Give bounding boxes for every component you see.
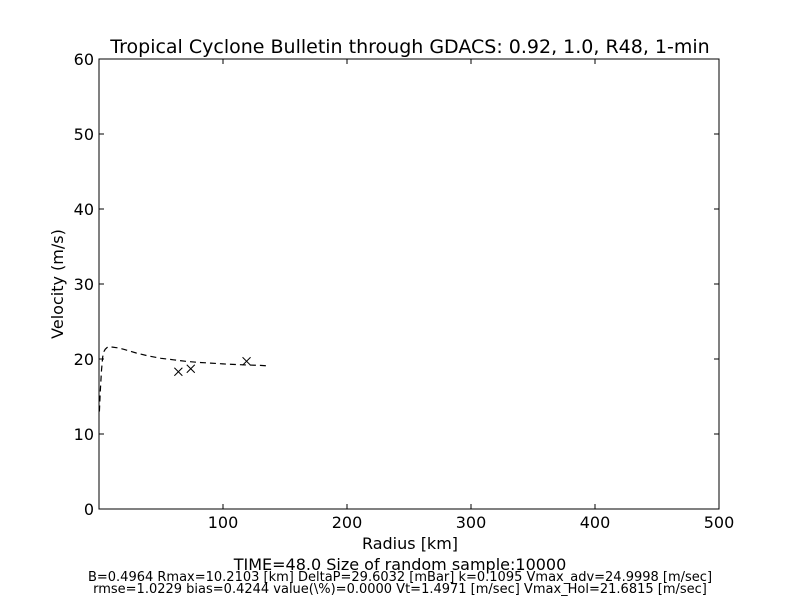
tick-labels: 100 200 300 400 500 0 10 20 30 40 50 60 (74, 50, 735, 532)
x-tick-label-1: 200 (332, 513, 363, 532)
y-tick-label-0: 0 (84, 500, 94, 519)
footer-time-sample: TIME=48.0 Size of random sample:10000 (233, 555, 567, 574)
series-1-point-0 (174, 367, 183, 377)
chart-title: Tropical Cyclone Bulletin through GDACS:… (109, 36, 709, 58)
footer-parameters-line1: B=0.4964 Rmax=10.2103 [km] DeltaP=29.603… (87, 570, 713, 585)
y-tick-label-1: 10 (74, 425, 94, 444)
x-tick-label-2: 300 (456, 513, 487, 532)
series-0-line (98, 346, 267, 412)
x-axis-label: Radius [km] (362, 534, 458, 553)
y-tick-label-2: 20 (74, 350, 94, 369)
footer-parameters-line2: rmse=1.0229 bias=0.4244 value(\%)=0.0000… (93, 582, 707, 597)
series-1-point-2 (242, 356, 251, 366)
x-tick-label-4: 500 (704, 513, 735, 532)
y-tick-label-3: 30 (74, 275, 94, 294)
plot-frame (98, 58, 720, 510)
x-tick-label-3: 400 (580, 513, 611, 532)
y-tick-label-6: 60 (74, 50, 94, 69)
x-tick-label-0: 100 (208, 513, 239, 532)
y-axis-label: Velocity (m/s) (48, 229, 67, 339)
series-layer (98, 346, 267, 412)
series-1-point-1 (186, 364, 196, 374)
y-tick-label-5: 50 (74, 125, 94, 144)
axis-ticks (99, 58, 720, 510)
y-tick-label-4: 40 (74, 200, 94, 219)
